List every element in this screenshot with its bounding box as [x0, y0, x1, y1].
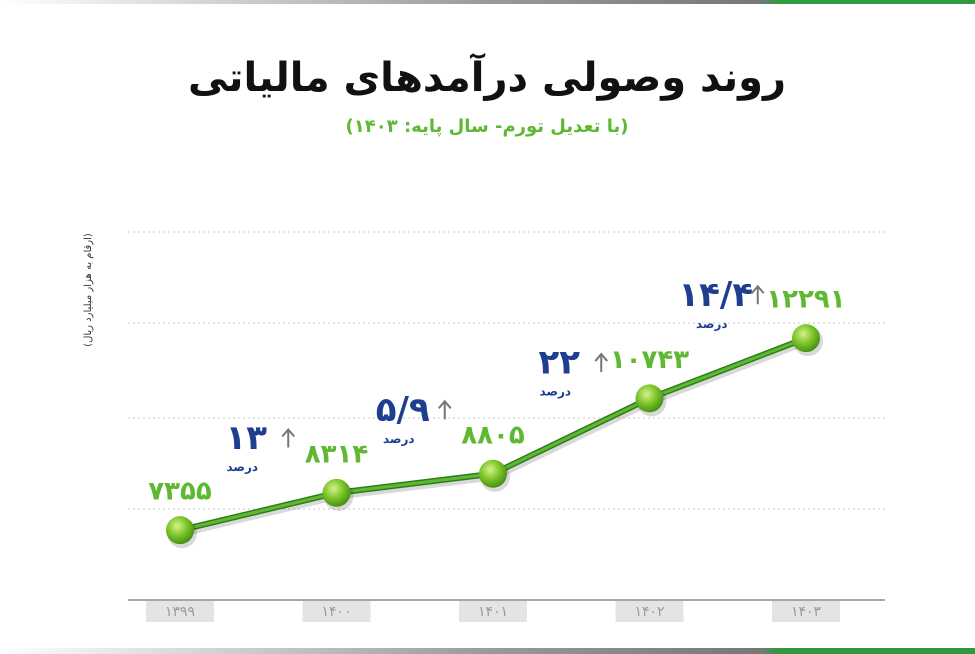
- value-label: ۱۲۲۹۱: [766, 285, 845, 315]
- growth-unit: درصد: [696, 317, 728, 331]
- growth-arrow: [750, 284, 765, 305]
- x-tick-box: [772, 601, 840, 622]
- x-tick-label: ۱۴۰۲: [634, 604, 664, 620]
- growth-arrow: [437, 399, 452, 420]
- x-tick-label: ۱۴۰۰: [321, 604, 351, 620]
- growth-value: ۵/۹: [376, 390, 430, 430]
- value-label: ۸۳۱۴: [305, 439, 368, 469]
- growth-arrow: [281, 427, 296, 448]
- x-tick-label: ۱۳۹۹: [165, 604, 195, 620]
- x-tick-box: [302, 601, 371, 622]
- growth-unit: درصد: [383, 432, 415, 446]
- growth-unit: درصد: [539, 385, 571, 399]
- chart-title: روند وصولی درآمدهای مالیاتی: [188, 52, 786, 101]
- growth-value: ۱۳: [225, 418, 267, 458]
- chart-subtitle: (با تعدیل تورم- سال پایه: ۱۴۰۳): [346, 116, 629, 137]
- data-point: [792, 324, 820, 353]
- growth-value: ۲۲: [538, 343, 580, 383]
- bottom-border: [0, 648, 975, 654]
- data-point: [166, 516, 194, 545]
- value-label: ۷۳۵۵: [148, 477, 212, 507]
- x-tick-box: [459, 601, 527, 622]
- value-label: ۱۰۷۴۳: [610, 345, 689, 375]
- growth-value: ۱۴/۴: [678, 275, 753, 315]
- data-point: [479, 459, 507, 488]
- value-label: ۸۸۰۵: [461, 420, 525, 450]
- growth-unit: درصد: [226, 460, 258, 474]
- growth-arrow: [594, 352, 609, 373]
- x-tick-label: ۱۴۰۳: [791, 604, 822, 620]
- x-tick-label: ۱۴۰۱: [478, 604, 508, 620]
- x-tick-box: [615, 601, 684, 622]
- data-point: [635, 384, 664, 413]
- data-point: [322, 478, 351, 507]
- x-tick-box: [146, 601, 214, 622]
- y-axis-label: (ارقام به هزار میلیارد ریال): [83, 233, 94, 347]
- top-border: [0, 0, 975, 4]
